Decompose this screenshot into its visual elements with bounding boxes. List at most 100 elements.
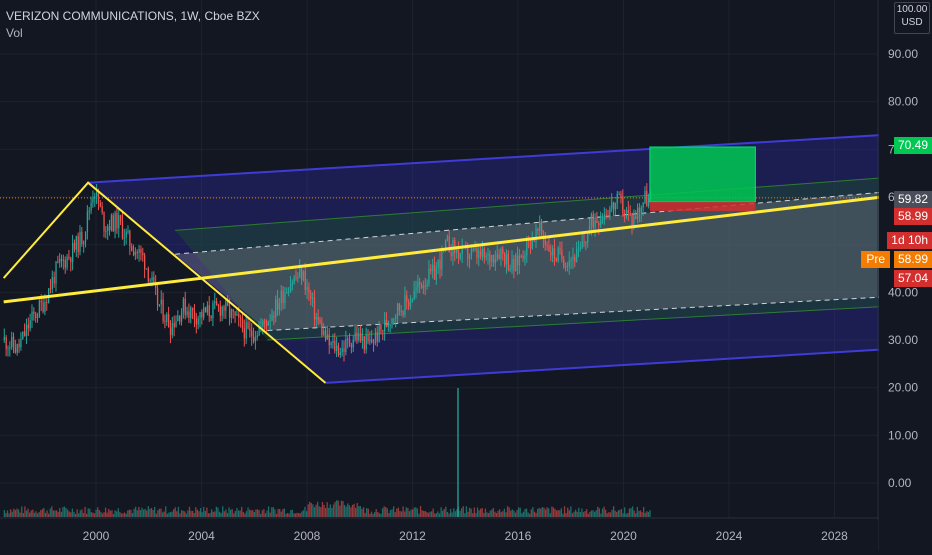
candle-body xyxy=(625,209,628,214)
candle-body xyxy=(57,261,59,263)
volume-bar xyxy=(649,510,651,517)
volume-bar xyxy=(476,507,479,517)
candle-body xyxy=(468,256,471,260)
candle-body xyxy=(624,213,626,215)
candle-body xyxy=(9,347,11,349)
candle-body xyxy=(378,324,380,342)
volume-bar xyxy=(266,510,268,517)
volume-bar xyxy=(351,504,354,517)
candle-body xyxy=(622,197,624,214)
candle-body xyxy=(435,267,438,280)
candle-body xyxy=(319,320,321,323)
volume-bar xyxy=(318,506,320,517)
volume-bar xyxy=(568,510,570,517)
volume-bar xyxy=(484,508,487,517)
volume-bar xyxy=(329,504,331,517)
volume-bar xyxy=(149,508,151,517)
volume-bar xyxy=(228,507,230,517)
candle-body xyxy=(241,318,244,329)
candle-body xyxy=(354,332,356,340)
volume-bar xyxy=(59,508,61,517)
volume-bar xyxy=(206,507,208,517)
volume-bar xyxy=(299,513,301,517)
volume-bar xyxy=(195,507,197,517)
volume-bar xyxy=(578,507,580,517)
volume-bar xyxy=(427,512,430,517)
volume-bar xyxy=(89,508,91,517)
volume-bar xyxy=(601,508,604,517)
volume-bar xyxy=(499,509,501,517)
candle-body xyxy=(513,259,515,271)
volume-bar xyxy=(510,510,512,517)
volume-bar xyxy=(508,507,510,517)
candle-body xyxy=(289,285,292,292)
candle-body xyxy=(326,334,329,340)
volume-bar xyxy=(396,508,398,517)
volume-bar xyxy=(467,511,469,517)
candle-body xyxy=(225,300,227,311)
volume-bar xyxy=(505,512,507,517)
volume-bar xyxy=(174,507,176,517)
candle-body xyxy=(25,324,28,336)
candle-body xyxy=(313,297,316,320)
candle-body xyxy=(79,231,81,253)
candle-body xyxy=(75,236,77,250)
volume-bar xyxy=(620,508,623,517)
volume-bar xyxy=(43,507,45,517)
candle-body xyxy=(217,305,220,307)
candle-body xyxy=(396,303,399,317)
candle-body xyxy=(7,348,9,350)
candle-body xyxy=(275,299,277,318)
volume-bar xyxy=(294,513,297,517)
volume-bar xyxy=(518,507,520,517)
candle-body xyxy=(614,203,617,210)
volume-bar xyxy=(30,510,32,517)
currency-box[interactable]: 100.00 USD xyxy=(894,2,930,34)
volume-bar xyxy=(25,510,28,517)
candle-body xyxy=(81,231,83,245)
candle-body xyxy=(518,255,521,266)
volume-legend-label[interactable]: Vol xyxy=(6,26,23,40)
volume-bar xyxy=(473,507,475,517)
symbol-title[interactable]: VERIZON COMMUNICATIONS, 1W, Cboe BZX xyxy=(6,9,260,23)
volume-bar xyxy=(454,511,456,517)
candle-body xyxy=(132,250,135,256)
volume-bar xyxy=(95,509,97,517)
candle-body xyxy=(633,216,635,228)
volume-bar xyxy=(638,510,640,517)
volume-bar xyxy=(321,501,324,517)
candle-body xyxy=(341,348,343,353)
candle-body xyxy=(234,311,236,316)
volume-bar xyxy=(233,513,235,517)
time-axis-tick-label: 2028 xyxy=(821,529,848,543)
candle-body xyxy=(356,332,358,341)
volume-bar xyxy=(239,510,241,517)
volume-bar xyxy=(40,510,42,517)
candle-body xyxy=(114,212,116,232)
volume-bar xyxy=(432,508,434,517)
volume-bar xyxy=(616,512,618,517)
target-price-tag: 70.49 xyxy=(893,137,932,154)
candle-body xyxy=(328,334,330,346)
candle-body xyxy=(173,323,175,328)
volume-bar xyxy=(293,513,295,517)
volume-bar xyxy=(296,512,298,517)
candle-body xyxy=(557,248,559,261)
volume-bar xyxy=(81,509,83,517)
volume-bar xyxy=(453,508,455,517)
volume-bar xyxy=(399,510,401,517)
time-axis-tick-label: 2024 xyxy=(716,529,743,543)
candle-body xyxy=(531,239,534,249)
volume-bar xyxy=(280,511,282,517)
volume-bar xyxy=(540,508,542,517)
volume-bar xyxy=(155,513,157,517)
volume-bar xyxy=(177,506,180,517)
pre-market-label: Pre xyxy=(861,251,890,268)
volume-bar xyxy=(597,506,599,517)
volume-bar xyxy=(78,513,80,517)
volume-bar xyxy=(595,510,597,517)
volume-bar xyxy=(535,512,537,517)
volume-bar xyxy=(440,507,442,517)
